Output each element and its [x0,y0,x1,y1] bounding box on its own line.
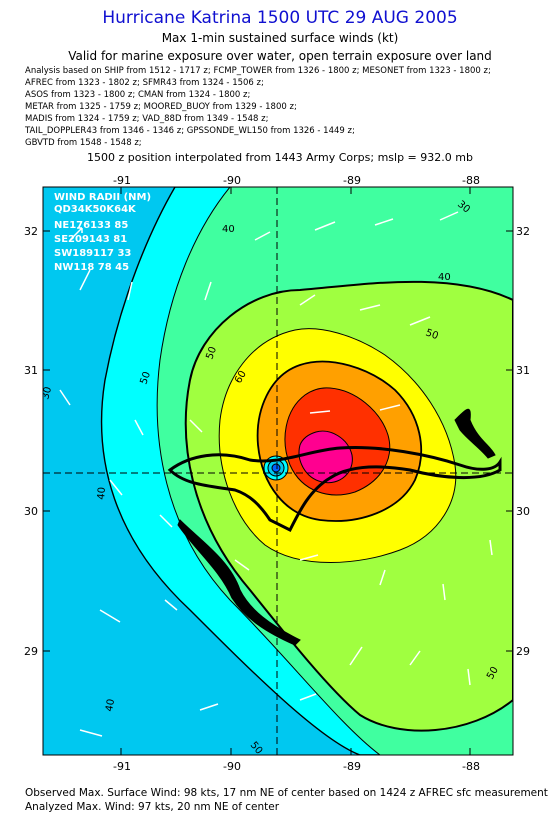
contour-label: 50 [424,327,440,342]
wind-radii-row: NE176133 85 [54,220,128,231]
wind-contour-fill: 30 40 40 50 50 60 50 40 50 30 40 50 WIND… [40,187,513,757]
lat-tick-label: 32 [516,225,530,238]
lat-tick-label: 29 [516,645,530,658]
lon-tick-label: -90 [223,174,241,187]
axis-labels: -91 -90 -89 -88 -91 -90 -89 -88 32 31 30… [24,174,530,773]
analysis-line: ASOS from 1323 - 1800 z; CMAN from 1324 … [25,90,251,100]
wind-radii-row: NW118 78 45 [54,262,129,273]
map-frame [42,186,514,756]
map-subtitle-1: Max 1-min sustained surface winds (kt) [161,31,399,45]
analysis-line: AFREC from 1323 - 1802 z; SFMR43 from 13… [25,78,264,88]
contour-label: 50 [248,740,265,757]
map-subtitle-2: Valid for marine exposure over water, op… [68,49,492,63]
wind-radii-columns: QD34K50K64K [54,204,137,215]
contour-label: 30 [40,386,54,401]
wind-radii-header: WIND RADII (NM) [54,192,151,203]
grid-lines [43,187,513,755]
contour-label: 40 [438,272,451,283]
lon-tick-label: -89 [343,174,361,187]
map-title: Hurricane Katrina 1500 UTC 29 AUG 2005 [102,8,458,28]
eye-core [271,463,281,473]
lon-tick-label: -88 [462,174,480,187]
lon-tick-label: -90 [223,760,241,773]
lon-tick-label: -91 [113,760,131,773]
contour-label: 40 [222,224,235,235]
contour-label: 50 [204,345,219,361]
wind-radii-row: SE209143 81 [54,234,127,245]
lat-tick-label: 30 [516,505,530,518]
lat-tick-label: 29 [24,645,38,658]
analysis-line: MADIS from 1324 - 1759 z; VAD_88D from 1… [25,114,269,124]
contour-label: 50 [138,370,153,386]
analysis-line: GBVTD from 1548 - 1548 z; [25,138,142,148]
analysis-line: Analysis based on SHIP from 1512 - 1717 … [25,66,491,76]
contour-label: 40 [96,487,108,501]
wind-vectors [59,211,493,737]
analysis-line: METAR from 1325 - 1759 z; MOORED_BUOY fr… [25,102,297,112]
wind-radii-table: WIND RADII (NM) QD34K50K64K NE176133 85 … [54,192,151,273]
lon-tick-label: -88 [462,760,480,773]
coastline-land [167,408,502,646]
lon-tick-label: -89 [343,760,361,773]
map-ticks [43,187,513,755]
band-gt90 [298,430,353,484]
lat-tick-label: 30 [24,505,38,518]
lat-tick-label: 31 [516,364,530,377]
analysis-line: TAIL_DOPPLER43 from 1346 - 1346 z; GPSSO… [25,126,355,136]
contour-label: 40 [104,698,117,712]
position-note: 1500 z position interpolated from 1443 A… [87,151,473,164]
wind-radii-row: SW189117 33 [54,248,131,259]
lon-tick-label: -91 [113,174,131,187]
lat-tick-label: 31 [24,364,38,377]
analyzed-max-wind: Analyzed Max. Wind: 97 kts, 20 nm NE of … [25,801,280,813]
lat-tick-label: 32 [24,225,38,238]
observed-max-wind: Observed Max. Surface Wind: 98 kts, 17 n… [25,787,548,799]
